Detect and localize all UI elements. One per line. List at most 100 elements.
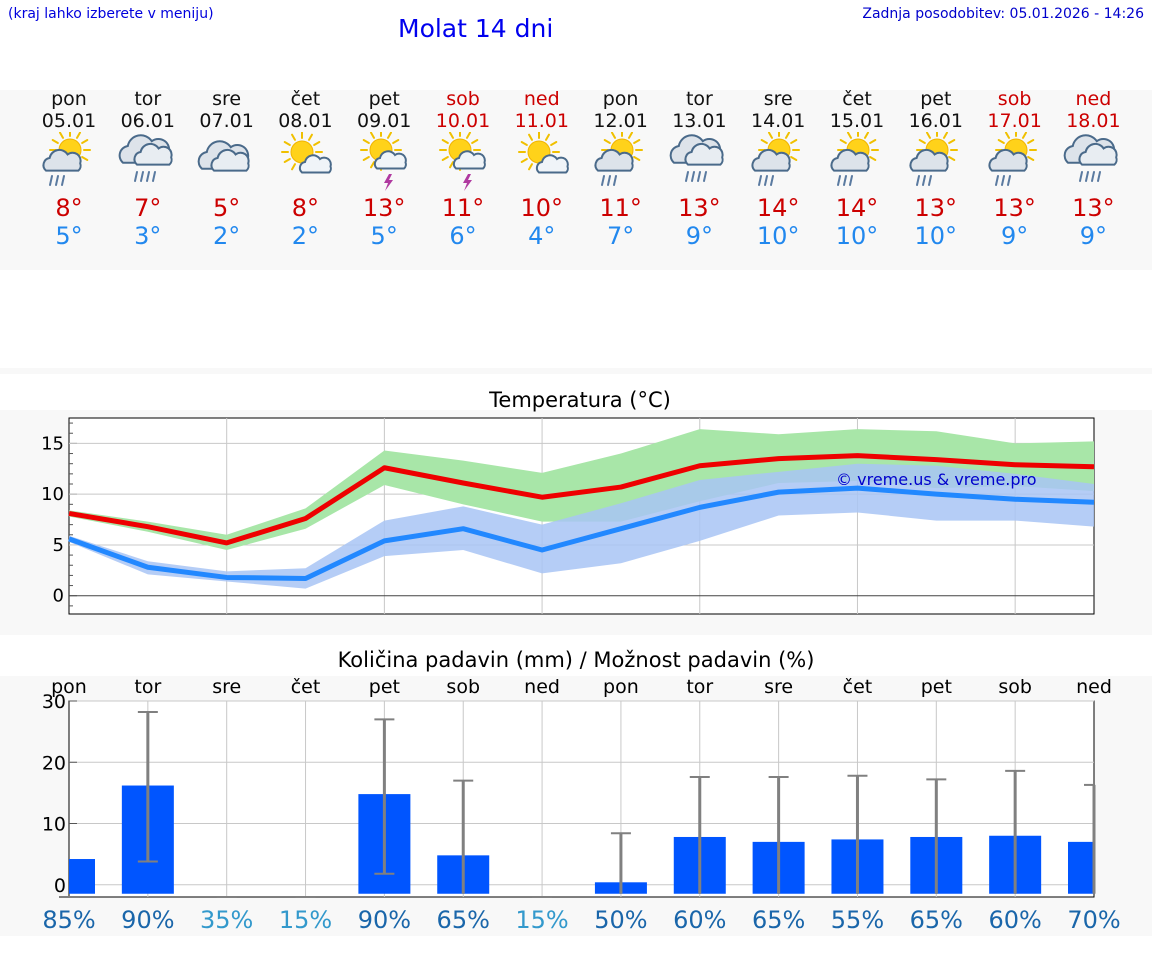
min-temp: 10° <box>914 222 958 250</box>
x-day-label: tor <box>134 676 161 698</box>
day-date: 12.01 <box>593 110 648 132</box>
x-day-label: sre <box>212 676 241 698</box>
x-day-label: sob <box>998 676 1032 698</box>
sun-cloud-rain-icon <box>818 132 896 194</box>
day-column: pet 16.01 13° 10° <box>897 88 975 250</box>
day-date: 17.01 <box>987 110 1042 132</box>
x-day-label: pon <box>603 676 639 698</box>
precip-chance-label: 65% <box>910 906 963 934</box>
precipitation-chart-title: Količina padavin (mm) / Možnost padavin … <box>337 648 815 672</box>
day-name: ned <box>523 88 560 110</box>
precip-chance-label: 70% <box>1067 906 1120 934</box>
max-temp: 13° <box>1072 194 1115 222</box>
y-tick-label: 10 <box>42 814 66 836</box>
precip-chance-label: 50% <box>594 906 647 934</box>
max-temp: 14° <box>756 194 800 222</box>
day-column: ned 18.01 13° 9° <box>1054 88 1132 250</box>
day-date: 16.01 <box>908 110 963 132</box>
max-temp-line <box>68 453 1095 546</box>
day-column: pet 09.01 13° 5° <box>345 88 423 250</box>
day-date: 08.01 <box>278 110 333 132</box>
cloud-icon <box>188 132 266 194</box>
min-temp: 5° <box>55 222 83 250</box>
max-temp: 11° <box>599 194 642 222</box>
sun-cloud-rain-icon <box>976 132 1054 194</box>
day-name: čet <box>842 88 872 110</box>
day-name: ned <box>1075 88 1112 110</box>
day-name: pet <box>920 88 952 110</box>
temperature-chart-title: Temperatura (°C) <box>489 388 671 412</box>
sun-cloud-rain-icon <box>30 132 108 194</box>
day-date: 09.01 <box>356 110 412 132</box>
precip-chance-label: 60% <box>988 906 1041 934</box>
sun-cloud-rain-icon <box>897 132 975 194</box>
precip-bar <box>69 859 95 894</box>
day-name: sob <box>997 88 1032 110</box>
y-tick-label: 10 <box>41 484 64 505</box>
day-date: 18.01 <box>1066 110 1121 132</box>
page-title: Molat 14 dni <box>398 14 554 43</box>
precip-chance-label: 35% <box>200 906 253 934</box>
day-name: čet <box>290 88 321 110</box>
day-name: pon <box>51 88 87 110</box>
x-day-label: ned <box>1076 676 1112 698</box>
precip-chance-label: 85% <box>42 906 95 934</box>
day-column: pon 12.01 11° 7° <box>582 88 660 250</box>
max-temp: 13° <box>914 194 958 222</box>
min-temp: 6° <box>449 222 477 250</box>
x-day-label: pet <box>921 676 952 698</box>
max-temp: 10° <box>520 194 564 222</box>
day-date: 06.01 <box>120 110 175 132</box>
x-day-label: ned <box>524 676 560 698</box>
day-name: tor <box>134 88 162 110</box>
max-temp: 5° <box>212 194 241 222</box>
min-temp-line <box>68 485 1095 581</box>
min-temp: 2° <box>212 222 241 250</box>
cloud-rain-icon <box>109 132 187 194</box>
day-column: tor 13.01 13° 9° <box>660 88 738 250</box>
max-temp: 13° <box>678 194 721 222</box>
min-temp: 9° <box>1000 222 1029 250</box>
daily-forecast: pon 05.01 8° 5° tor 06.01 7° 3° sre 07.01 5° 2° čet 0… <box>0 88 1152 268</box>
temperature-chart: 0 5 10 15 © vreme.us & vreme.pro <box>41 417 1095 615</box>
y-tick-label: 5 <box>53 535 64 556</box>
min-temp: 2° <box>291 222 320 250</box>
y-tick-label: 15 <box>41 433 64 454</box>
day-name: sre <box>763 88 793 110</box>
day-date: 14.01 <box>750 110 806 132</box>
y-tick-label: 0 <box>53 586 64 607</box>
day-name: pet <box>368 88 400 110</box>
y-tick-label: 30 <box>42 691 66 713</box>
day-name: tor <box>685 88 713 110</box>
day-column: sre 14.01 14° 10° <box>739 88 817 250</box>
sun-cloud-storm-icon <box>345 132 423 194</box>
x-day-label: tor <box>686 676 713 698</box>
last-updated: Zadnja posodobitev: 05.01.2026 - 14:26 <box>862 6 1144 22</box>
min-temp: 9° <box>1079 222 1108 250</box>
day-name: sre <box>212 88 242 110</box>
sun-cloud-storm-icon <box>424 132 502 194</box>
daily-forecast-band <box>0 90 1152 270</box>
day-date: 05.01 <box>41 110 97 132</box>
day-column: čet 08.01 8° 2° <box>266 88 344 250</box>
day-column: ned 11.01 10° 4° <box>503 88 581 250</box>
sun-cloud-rain-icon <box>582 132 660 194</box>
x-day-label: čet <box>291 676 321 698</box>
min-temp: 9° <box>685 222 714 250</box>
separator <box>0 368 1152 374</box>
precip-chance-label: 90% <box>358 906 411 934</box>
cloud-rain-icon <box>1054 132 1132 194</box>
min-temp: 5° <box>370 222 398 250</box>
max-temp: 8° <box>291 194 320 222</box>
y-tick-label: 20 <box>42 752 66 774</box>
day-column: sob 17.01 13° 9° <box>976 88 1054 250</box>
precip-chance-label: 55% <box>831 906 884 934</box>
min-temp: 4° <box>528 222 556 250</box>
x-day-label: sob <box>446 676 480 698</box>
sun-cloud-icon <box>503 132 581 194</box>
location-hint-link[interactable]: (kraj lahko izberete v meniju) <box>8 6 214 22</box>
watermark: © vreme.us & vreme.pro <box>836 470 1037 489</box>
min-temp: 3° <box>134 222 162 250</box>
day-column: sre 07.01 5° 2° <box>188 88 266 250</box>
